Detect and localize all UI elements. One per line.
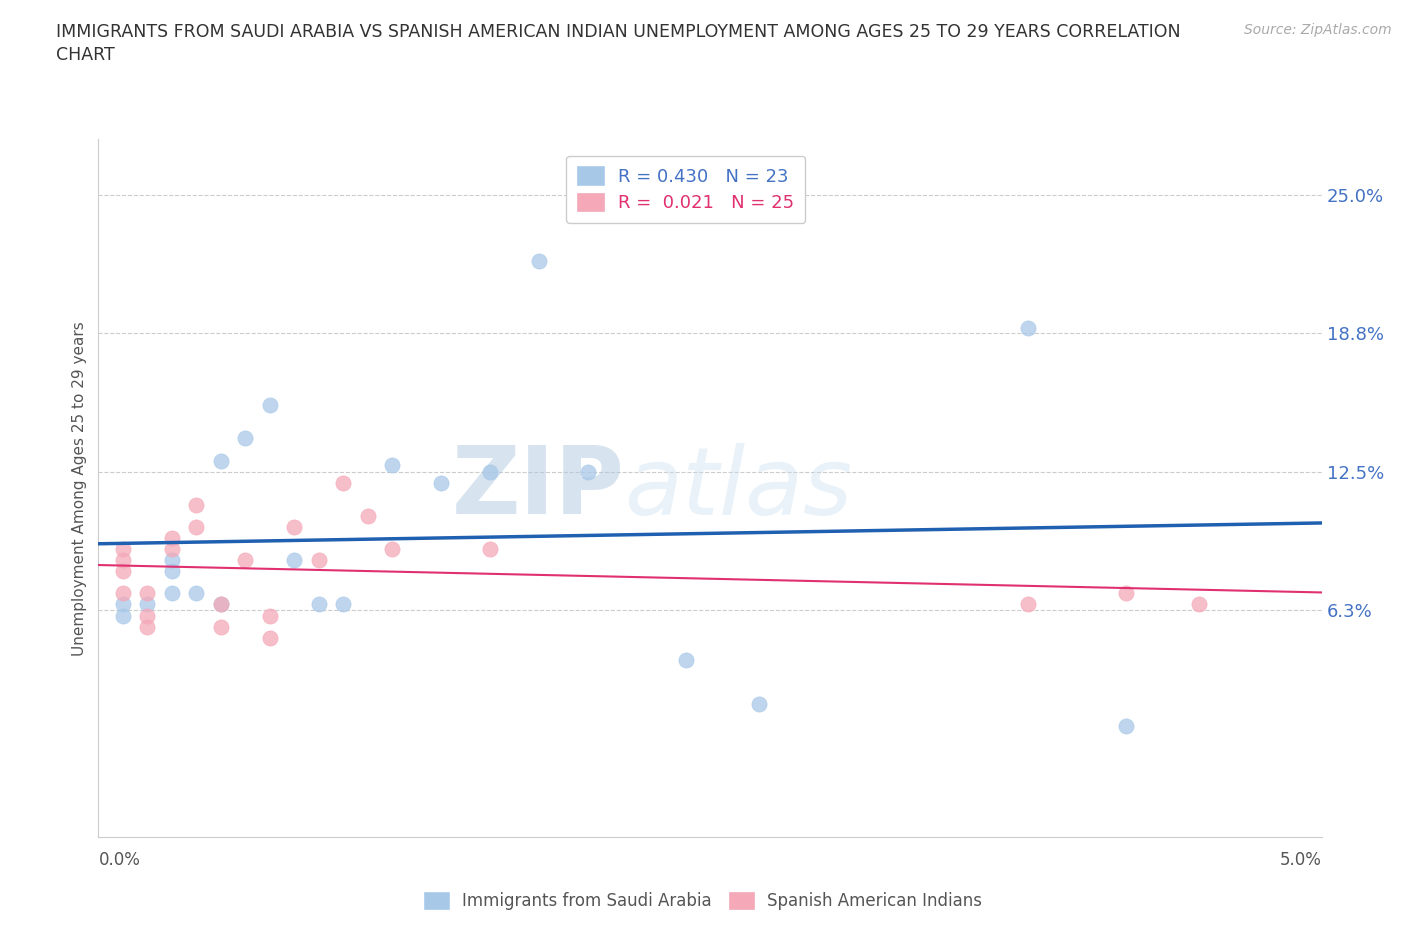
Point [136,597,159,612]
Point [160,541,183,556]
Point [111,552,134,567]
Point [478,464,501,479]
Point [748,697,770,711]
Point [209,597,232,612]
Point [430,475,453,490]
Point [111,564,134,578]
Point [209,597,232,612]
Point [332,597,354,612]
Legend: R = 0.430   N = 23, R =  0.021   N = 25: R = 0.430 N = 23, R = 0.021 N = 25 [565,155,806,223]
Point [283,520,305,535]
Point [160,564,183,578]
Point [576,464,599,479]
Point [186,520,208,535]
Point [381,541,404,556]
Point [1188,597,1211,612]
Point [1017,597,1039,612]
Point [675,653,697,668]
Point [136,608,159,623]
Point [111,586,134,601]
Point [332,475,354,490]
Point [186,586,208,601]
Point [308,597,330,612]
Point [259,398,281,413]
Y-axis label: Unemployment Among Ages 25 to 29 years: Unemployment Among Ages 25 to 29 years [72,321,87,656]
Point [160,552,183,567]
Point [136,619,159,634]
Point [283,552,305,567]
Point [259,631,281,645]
Point [233,431,256,445]
Point [209,619,232,634]
Point [356,509,378,524]
Point [1115,586,1137,601]
Point [233,552,256,567]
Point [308,552,330,567]
Point [136,586,159,601]
Point [111,608,134,623]
Text: IMMIGRANTS FROM SAUDI ARABIA VS SPANISH AMERICAN INDIAN UNEMPLOYMENT AMONG AGES : IMMIGRANTS FROM SAUDI ARABIA VS SPANISH … [56,23,1181,41]
Point [527,254,550,269]
Point [1115,719,1137,734]
Text: Source: ZipAtlas.com: Source: ZipAtlas.com [1244,23,1392,37]
Text: atlas: atlas [624,443,852,534]
Point [111,541,134,556]
Point [160,531,183,546]
Point [1017,320,1039,335]
Point [160,586,183,601]
Point [478,541,501,556]
Point [111,597,134,612]
Point [186,498,208,512]
Text: 0.0%: 0.0% [98,851,141,869]
Point [381,458,404,472]
Point [259,608,281,623]
Text: 5.0%: 5.0% [1279,851,1322,869]
Text: ZIP: ZIP [451,443,624,534]
Legend: Immigrants from Saudi Arabia, Spanish American Indians: Immigrants from Saudi Arabia, Spanish Am… [418,885,988,917]
Point [209,453,232,468]
Text: CHART: CHART [56,46,115,64]
